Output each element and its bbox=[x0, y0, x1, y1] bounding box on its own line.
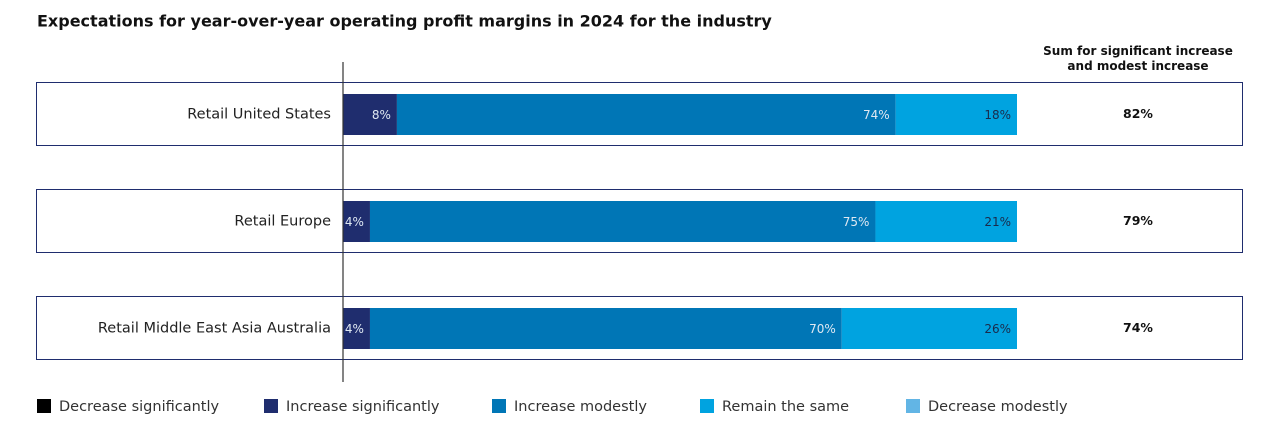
sum-header: Sum for significant increase and modest … bbox=[1043, 44, 1233, 73]
bar-segment bbox=[343, 308, 370, 349]
chart-title: Expectations for year-over-year operatin… bbox=[37, 12, 772, 31]
legend-label: Remain the same bbox=[722, 399, 849, 415]
sum-label: 82% bbox=[1123, 106, 1153, 121]
bar-segment bbox=[343, 201, 370, 242]
legend-swatch bbox=[700, 399, 714, 413]
bar-segment bbox=[343, 94, 397, 135]
bar-segment bbox=[841, 308, 1017, 349]
value-label: 4% bbox=[345, 322, 364, 336]
legend-swatch bbox=[492, 399, 506, 413]
bar-segment bbox=[895, 94, 1017, 135]
legend-label: Decrease modestly bbox=[928, 399, 1068, 415]
sum-label: 79% bbox=[1123, 213, 1153, 228]
sum-label: 74% bbox=[1123, 320, 1153, 335]
legend-swatch bbox=[906, 399, 920, 413]
category-label: Retail United States bbox=[187, 107, 331, 123]
legend-swatch bbox=[37, 399, 51, 413]
category-label: Retail Middle East Asia Australia bbox=[98, 321, 331, 337]
value-label: 75% bbox=[843, 215, 870, 229]
value-label: 74% bbox=[863, 108, 890, 122]
value-label: 70% bbox=[809, 322, 836, 336]
bar-segment bbox=[369, 201, 876, 242]
bar-segment bbox=[396, 94, 896, 135]
legend-label: Increase significantly bbox=[286, 399, 440, 415]
value-label: 21% bbox=[984, 215, 1011, 229]
legend-label: Decrease significantly bbox=[59, 399, 219, 415]
bar-segment bbox=[369, 308, 842, 349]
value-label: 26% bbox=[984, 322, 1011, 336]
value-label: 8% bbox=[372, 108, 391, 122]
bar-segment bbox=[875, 201, 1017, 242]
value-label: 18% bbox=[984, 108, 1011, 122]
legend-swatch bbox=[264, 399, 278, 413]
value-label: 4% bbox=[345, 215, 364, 229]
legend-label: Increase modestly bbox=[514, 399, 647, 415]
category-label: Retail Europe bbox=[234, 214, 331, 230]
